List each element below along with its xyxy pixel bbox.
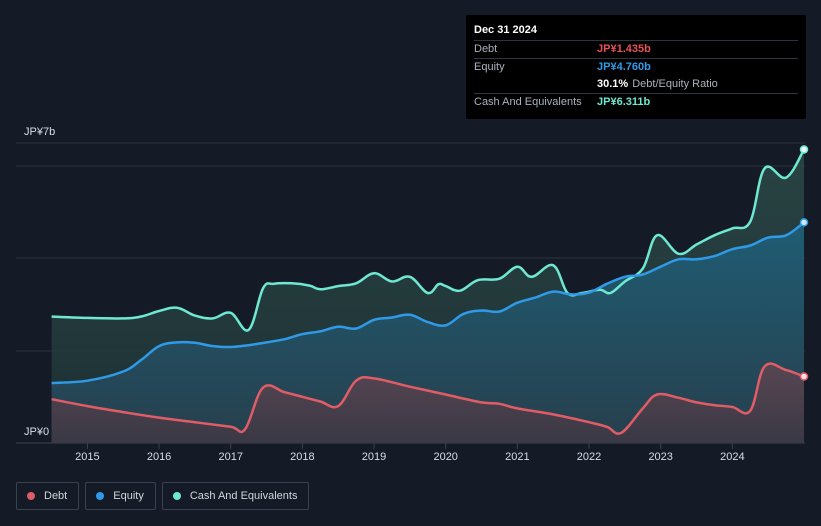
legend-dot-cash: [172, 492, 181, 500]
tooltip-equity-label: Equity: [474, 61, 505, 73]
tooltip-ratio-key: [474, 76, 597, 93]
series-end-markers: [799, 145, 809, 381]
x-tick-label: 2019: [362, 451, 386, 463]
tooltip-debt-value: JP¥1.435b: [597, 43, 651, 55]
tooltip-debt-label: Debt: [474, 43, 498, 55]
equity-line: [51, 221, 805, 385]
legend: Debt Equity Cash And Equivalents: [16, 482, 310, 510]
cash-end-marker[interactable]: [799, 145, 809, 154]
y-axis-top-label: JP¥7b: [24, 126, 55, 138]
tooltip-panel: Dec 31 2024 Debt JP¥1.435b Equity JP¥4.7…: [466, 15, 806, 119]
legend-item-debt[interactable]: Debt: [16, 482, 80, 510]
x-tick-label: 2024: [720, 451, 744, 463]
legend-dot-equity: [96, 492, 105, 500]
x-tick-label: 2015: [75, 451, 99, 463]
legend-label-cash: Cash And Equivalents: [189, 490, 298, 502]
x-tick-label: 2020: [433, 451, 457, 463]
tooltip-row-cash: Cash And Equivalents JP¥6.311b: [474, 93, 798, 111]
legend-label-equity: Equity: [113, 490, 144, 502]
tooltip-date: Dec 31 2024: [474, 24, 537, 36]
x-tick-label: 2017: [218, 451, 242, 463]
tooltip-row-debt: Debt JP¥1.435b: [474, 40, 798, 58]
series-areas: [51, 149, 805, 443]
tooltip-row-ratio: 30.1% Debt/Equity Ratio: [474, 76, 798, 93]
legend-label-debt: Debt: [44, 490, 68, 502]
legend-item-equity[interactable]: Equity: [85, 482, 156, 510]
x-tick-label: 2022: [577, 451, 601, 463]
series-lines: [51, 148, 806, 435]
x-tick-label: 2018: [290, 451, 314, 463]
y-axis-bottom-label: JP¥0: [24, 426, 49, 438]
debt-end-marker[interactable]: [799, 372, 809, 381]
legend-item-cash[interactable]: Cash And Equivalents: [161, 482, 310, 510]
tooltip-ratio-label: Debt/Equity Ratio: [632, 78, 718, 90]
x-tick-label: 2021: [505, 451, 529, 463]
equity-end-marker[interactable]: [799, 218, 809, 227]
tooltip-cash-label: Cash And Equivalents: [474, 96, 582, 108]
debt-line: [51, 362, 805, 435]
x-axis-ticks: 2015 2016 2017 2018 2019 2020 2021 2022 2023 2024: [75, 443, 745, 463]
x-tick-label: 2023: [648, 451, 672, 463]
equity-area: [51, 222, 805, 443]
x-tick-label: 2016: [147, 451, 171, 463]
tooltip-row-equity: Equity JP¥4.760b: [474, 58, 798, 76]
legend-dot-debt: [27, 492, 35, 500]
debt-area: [51, 363, 805, 443]
cash-line: [51, 148, 806, 332]
tooltip-equity-value: JP¥4.760b: [597, 61, 651, 73]
tooltip-cash-value: JP¥6.311b: [597, 96, 651, 108]
tooltip-ratio-value: 30.1%: [597, 78, 629, 90]
